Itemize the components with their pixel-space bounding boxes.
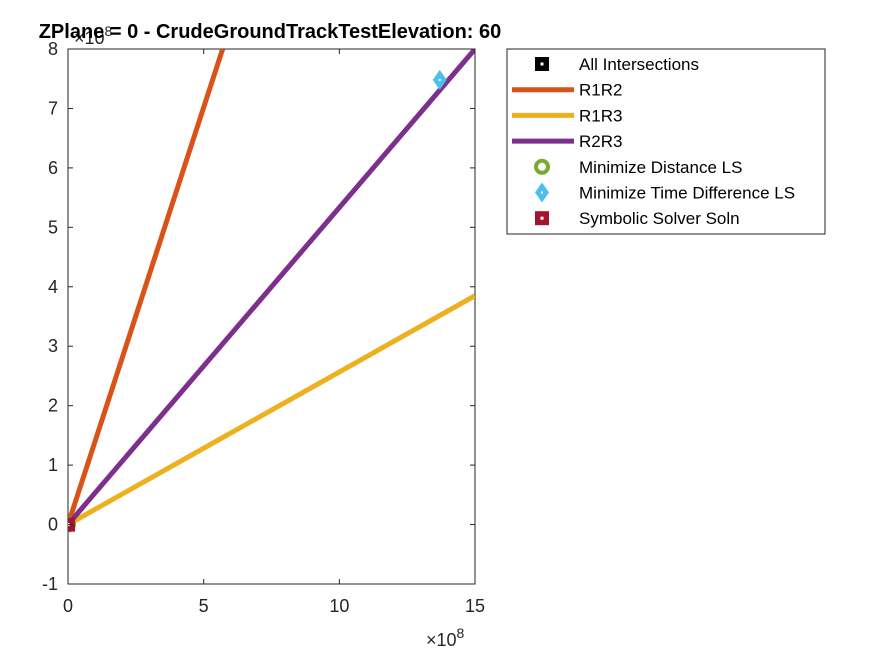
legend[interactable]: All Intersections R1R2 R1R3 R2R3 Minimize Di… xyxy=(506,48,826,235)
y-tick-label: 1 xyxy=(48,455,58,475)
y-tick-label: 0 xyxy=(48,515,58,535)
y-tick-label: 6 xyxy=(48,158,58,178)
x-tick-label: 0 xyxy=(63,596,73,616)
x-tick-label: 5 xyxy=(199,596,209,616)
legend-swatch-minimize-distance-ls-ring xyxy=(534,158,550,175)
x-tick-label: 10 xyxy=(329,596,349,616)
y-tick-label: 3 xyxy=(48,336,58,356)
y-tick-label: 7 xyxy=(48,98,58,118)
legend-swatch-symbolic-solver-soln xyxy=(535,211,549,226)
legend-label-r1r3: R1R3 xyxy=(579,106,622,125)
legend-item-r2r3[interactable]: R2R3 xyxy=(512,132,622,151)
legend-swatch-minimize-distance-ls xyxy=(534,158,550,175)
y-axis-exponent: ×108 xyxy=(74,23,113,48)
legend-swatch-minimize-time-difference-ls-dot xyxy=(541,191,543,194)
y-tick-label: -1 xyxy=(42,574,58,594)
x-axis-exponent: ×108 xyxy=(426,625,465,650)
legend-swatch-all-intersections xyxy=(535,57,549,71)
plot-area xyxy=(68,49,475,533)
y-tick-label: 4 xyxy=(48,277,58,297)
legend-items: All Intersections R1R2 R1R3 R2R3 Minimize Di… xyxy=(512,55,795,228)
series-line-r1r3 xyxy=(68,293,475,527)
legend-label-minimize-distance-ls: Minimize Distance LS xyxy=(579,158,742,177)
series-line-r1r2 xyxy=(68,49,226,526)
legend-item-minimize-time-difference-ls[interactable]: Minimize Time Difference LS xyxy=(535,182,795,203)
y-tick-label: 2 xyxy=(48,396,58,416)
legend-swatch-minimize-time-difference-ls xyxy=(535,182,549,203)
legend-label-symbolic-solver-soln: Symbolic Solver Soln xyxy=(579,209,740,228)
legend-label-r2r3: R2R3 xyxy=(579,132,622,151)
legend-item-minimize-distance-ls[interactable]: Minimize Distance LS xyxy=(534,158,742,177)
legend-item-r1r2[interactable]: R1R2 xyxy=(512,81,622,100)
series-line-r2r3 xyxy=(68,49,475,527)
legend-swatch-symbolic-solver-soln-dot xyxy=(540,216,544,220)
chart-title: ZPlane = 0 - CrudeGroundTrackTestElevati… xyxy=(39,21,502,43)
legend-item-r1r3[interactable]: R1R3 xyxy=(512,106,622,125)
series-marker-minimize-time-difference-ls xyxy=(432,69,447,90)
series-marker-minimize-time-difference-ls-dot xyxy=(438,78,441,81)
legend-label-all-intersections: All Intersections xyxy=(579,55,699,74)
axes-box xyxy=(67,48,476,585)
x-tick-label: 15 xyxy=(465,596,485,616)
legend-label-minimize-time-difference-ls: Minimize Time Difference LS xyxy=(579,184,795,203)
y-tick-label: 8 xyxy=(48,39,58,59)
legend-label-r1r2: R1R2 xyxy=(579,81,622,100)
legend-swatch-all-intersections-dot xyxy=(540,62,544,66)
legend-item-symbolic-solver-soln[interactable]: Symbolic Solver Soln xyxy=(535,209,740,228)
legend-item-all-intersections[interactable]: All Intersections xyxy=(535,55,699,74)
y-tick-label: 5 xyxy=(48,217,58,237)
